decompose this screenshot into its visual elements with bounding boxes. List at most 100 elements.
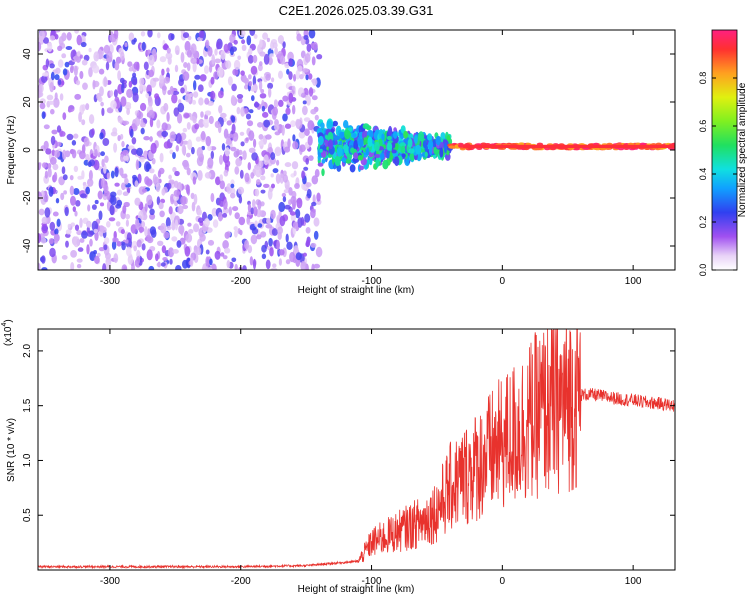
- spectrogram-cell: [176, 240, 182, 248]
- spectrogram-cell: [185, 233, 193, 243]
- spectrogram-cell: [74, 93, 82, 100]
- spectrogram-cell: [294, 183, 300, 189]
- spectrogram-cell: [374, 141, 380, 152]
- spectrogram-cell: [140, 31, 146, 37]
- spectrogram-cell: [307, 120, 315, 131]
- spectrogram-cell: [122, 191, 129, 196]
- spectrogram-cell: [81, 104, 86, 112]
- spectrogram-cell: [61, 149, 67, 160]
- spectrogram-cell: [147, 95, 152, 103]
- spectrogram-cell: [115, 203, 122, 209]
- spectrogram-cell: [220, 112, 227, 119]
- spectrogram-cell: [252, 54, 258, 64]
- spectrogram-cell: [61, 53, 67, 59]
- spectrogram-cell: [148, 109, 155, 120]
- spectrogram-cell: [295, 252, 302, 261]
- spectrogram-cell: [180, 225, 184, 236]
- spectrogram-cell: [270, 267, 278, 270]
- snr-frame: [37, 328, 676, 571]
- spectrogram-cell: [175, 133, 182, 144]
- spectrogram-cell: [170, 33, 175, 40]
- spectrogram-cell: [295, 118, 301, 128]
- spectrogram-cell: [285, 233, 289, 243]
- spectrogram-cell: [332, 164, 337, 170]
- spectrogram-ytick-label: -20: [22, 190, 33, 205]
- spectrogram-cell: [124, 101, 132, 108]
- spectrogram-cell: [186, 62, 191, 72]
- spectrogram-cell: [61, 80, 65, 86]
- spectrogram-cell: [94, 255, 100, 264]
- spectrogram-cell: [205, 136, 212, 147]
- spectrogram-cell: [197, 209, 203, 216]
- spectrogram-cell: [134, 197, 141, 206]
- spectrogram-cell: [242, 265, 247, 270]
- snr-ticks: -300 -200 -100 0 100 0.5 1.0 1.5 2.0: [22, 329, 675, 587]
- spectrogram-ytick-label: 40: [22, 48, 33, 60]
- spectrogram-cell: [292, 85, 296, 91]
- spectrogram-cell: [274, 99, 278, 105]
- spectrogram-cell: [136, 249, 141, 259]
- spectrogram-cell: [252, 199, 256, 209]
- colorbar-ticks: 0.0 0.2 0.4 0.6 0.8: [698, 72, 737, 276]
- spectrogram-cell: [124, 178, 129, 185]
- spectrogram-cell: [52, 163, 59, 171]
- spectrogram-cell: [64, 61, 70, 68]
- spectrogram-cell: [339, 131, 345, 139]
- spectrogram-cell: [38, 41, 42, 52]
- spectrogram-cell: [192, 99, 197, 105]
- spectrogram-cell: [272, 168, 279, 174]
- spectrogram-cell: [144, 226, 148, 237]
- spectrogram-cell: [222, 255, 228, 260]
- spectrogram-cell: [298, 131, 306, 139]
- spectrogram-cell: [321, 158, 326, 164]
- snr-ytick-label: 2.0: [22, 344, 33, 358]
- spectrogram-ylabel: Frequency (Hz): [6, 116, 17, 185]
- svg-text:(x104): (x104): [1, 319, 14, 346]
- spectrogram-cell: [174, 45, 180, 55]
- spectrogram-cell: [47, 163, 52, 169]
- spectrogram-cell: [358, 165, 365, 171]
- spectrogram-cell: [357, 136, 361, 146]
- spectrogram-cell: [74, 30, 79, 34]
- spectrogram-cell: [308, 87, 314, 97]
- spectrogram-cell: [220, 50, 226, 60]
- spectrogram-cell: [311, 175, 319, 185]
- spectrogram-cell: [192, 176, 197, 185]
- spectrogram-cell: [168, 206, 173, 215]
- spectrogram-cell: [231, 83, 237, 92]
- spectrogram-cell: [288, 58, 293, 67]
- spectrogram-cell: [413, 135, 418, 144]
- spectrogram-cell: [83, 137, 90, 147]
- spectrogram-cell: [269, 247, 274, 257]
- spectrogram-cell: [40, 237, 47, 244]
- spectrogram-cell: [258, 140, 264, 146]
- spectrogram-cell: [131, 262, 135, 270]
- spectrogram-cell: [106, 221, 111, 228]
- spectrogram-cell: [317, 162, 324, 167]
- spectrogram-cell: [203, 218, 210, 227]
- spectrogram-cell: [49, 35, 56, 41]
- spectrogram-cell: [282, 41, 286, 49]
- spectrogram-cell: [121, 182, 126, 191]
- spectrogram-cell: [305, 94, 309, 102]
- spectrogram-cell: [117, 116, 123, 124]
- spectrogram-cell: [93, 51, 100, 62]
- spectrogram-cell: [201, 145, 205, 151]
- spectrogram-cell: [254, 188, 260, 197]
- spectrogram-cell: [268, 87, 272, 98]
- spectrogram-cell: [88, 114, 95, 125]
- spectrogram-cell: [250, 65, 258, 75]
- spectrogram-cell: [218, 211, 223, 222]
- spectrogram-cell: [252, 258, 257, 270]
- spectrogram-cell: [140, 127, 145, 135]
- spectrogram-cell: [44, 193, 49, 203]
- spectrogram-cell: [275, 173, 281, 185]
- spectrogram-cell: [312, 78, 318, 86]
- spectrogram-cell: [161, 85, 167, 91]
- spectrogram-cell: [207, 46, 213, 57]
- spectrogram-cell: [379, 138, 383, 148]
- spectrogram-cell: [132, 78, 138, 86]
- spectrogram-cell: [120, 96, 127, 107]
- spectrogram-cell: [269, 53, 275, 58]
